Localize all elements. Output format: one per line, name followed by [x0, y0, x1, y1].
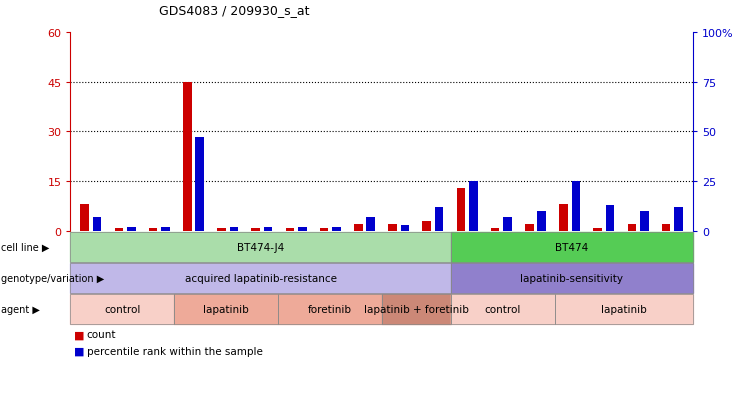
- Bar: [286, 228, 294, 231]
- Text: control: control: [104, 304, 141, 314]
- Bar: [251, 228, 260, 231]
- Bar: [332, 227, 341, 231]
- Bar: [81, 205, 89, 231]
- Bar: [640, 211, 648, 231]
- Bar: [401, 225, 409, 231]
- Bar: [388, 225, 397, 231]
- Bar: [366, 217, 375, 231]
- Text: BT474: BT474: [555, 242, 588, 252]
- Bar: [456, 188, 465, 231]
- Bar: [594, 228, 602, 231]
- Bar: [662, 225, 671, 231]
- Bar: [537, 211, 546, 231]
- Bar: [162, 227, 170, 231]
- Bar: [606, 206, 614, 231]
- Bar: [183, 83, 192, 231]
- Bar: [115, 228, 123, 231]
- Bar: [525, 225, 534, 231]
- Bar: [149, 228, 157, 231]
- Text: lapatinib: lapatinib: [203, 304, 249, 314]
- Text: count: count: [87, 330, 116, 339]
- Text: lapatinib + foretinib: lapatinib + foretinib: [364, 304, 468, 314]
- Text: GDS4083 / 209930_s_at: GDS4083 / 209930_s_at: [159, 4, 310, 17]
- Text: foretinib: foretinib: [308, 304, 352, 314]
- Bar: [217, 228, 226, 231]
- Bar: [320, 228, 328, 231]
- Text: lapatinib-sensitivity: lapatinib-sensitivity: [520, 273, 623, 283]
- Bar: [422, 221, 431, 231]
- Bar: [93, 217, 102, 231]
- Text: ■: ■: [74, 330, 84, 339]
- Bar: [674, 207, 682, 231]
- Bar: [196, 138, 204, 231]
- Text: cell line ▶: cell line ▶: [1, 242, 49, 252]
- Text: percentile rank within the sample: percentile rank within the sample: [87, 346, 262, 356]
- Bar: [435, 207, 443, 231]
- Text: control: control: [485, 304, 521, 314]
- Bar: [230, 227, 238, 231]
- Bar: [571, 182, 580, 231]
- Text: genotype/variation ▶: genotype/variation ▶: [1, 273, 104, 283]
- Bar: [559, 205, 568, 231]
- Bar: [264, 227, 273, 231]
- Text: acquired lapatinib-resistance: acquired lapatinib-resistance: [185, 273, 336, 283]
- Bar: [298, 227, 307, 231]
- Bar: [503, 217, 512, 231]
- Text: BT474-J4: BT474-J4: [237, 242, 285, 252]
- Text: ■: ■: [74, 346, 84, 356]
- Text: agent ▶: agent ▶: [1, 304, 39, 314]
- Bar: [469, 182, 477, 231]
- Bar: [491, 228, 499, 231]
- Bar: [354, 225, 362, 231]
- Bar: [127, 227, 136, 231]
- Text: lapatinib: lapatinib: [601, 304, 647, 314]
- Bar: [628, 225, 637, 231]
